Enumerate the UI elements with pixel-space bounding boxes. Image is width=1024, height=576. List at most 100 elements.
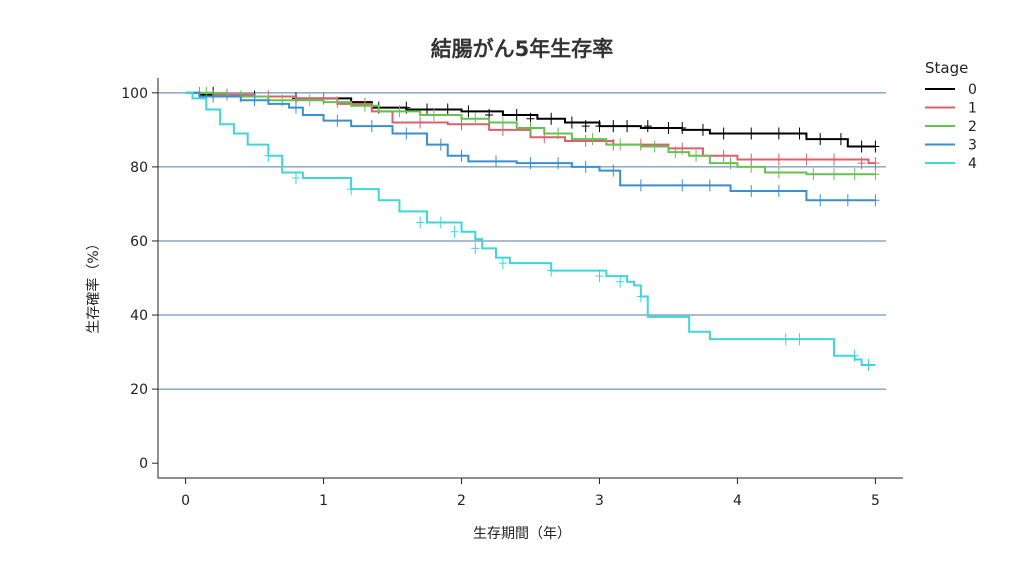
y-axis-label: 生存確率（%） xyxy=(85,236,102,333)
censor-mark-stage-4 xyxy=(864,359,873,372)
y-tick-label: 0 xyxy=(139,456,148,472)
x-tick-label: 0 xyxy=(181,493,190,509)
censor-mark-stage-0 xyxy=(664,122,673,134)
censor-mark-stage-2 xyxy=(871,168,880,181)
censor-mark-stage-1 xyxy=(871,157,880,170)
censor-mark-stage-0 xyxy=(836,133,845,146)
censor-mark-stage-3 xyxy=(705,179,714,192)
x-axis-label: 生存期間（年） xyxy=(473,526,571,542)
censor-mark-stage-2 xyxy=(471,112,480,125)
censor-mark-stage-4 xyxy=(595,270,604,283)
censor-mark-stage-2 xyxy=(774,166,783,179)
censor-mark-stage-4 xyxy=(436,216,445,229)
censor-mark-stage-1 xyxy=(719,149,728,162)
censor-mark-stage-4 xyxy=(450,225,459,238)
censor-mark-stage-3 xyxy=(843,194,852,207)
censor-mark-stage-3 xyxy=(774,184,783,197)
censor-mark-stage-4 xyxy=(291,172,300,184)
censor-mark-stage-0 xyxy=(567,116,576,129)
censor-mark-stage-3 xyxy=(747,184,756,197)
censor-mark-stage-2 xyxy=(671,146,680,159)
censor-mark-stage-3 xyxy=(554,157,563,170)
censor-mark-stage-0 xyxy=(595,120,604,133)
censor-mark-stage-0 xyxy=(443,103,452,116)
censor-mark-stage-3 xyxy=(367,120,376,133)
censor-mark-stage-0 xyxy=(747,127,756,140)
series-lines xyxy=(185,86,880,372)
legend-label-stage-2: 2 xyxy=(968,119,977,135)
censor-mark-stage-2 xyxy=(650,140,659,153)
censor-mark-stage-0 xyxy=(423,103,432,116)
censor-mark-stage-4 xyxy=(616,275,625,288)
x-tick-label: 3 xyxy=(595,493,604,509)
censor-mark-stage-2 xyxy=(747,160,756,173)
censor-mark-stage-4 xyxy=(416,216,425,229)
legend-label-stage-0: 0 xyxy=(968,82,977,98)
series-stage-3 xyxy=(185,90,880,207)
censor-mark-stage-3 xyxy=(609,164,618,177)
series-line-stage-3 xyxy=(185,91,876,202)
censor-mark-stage-2 xyxy=(830,168,839,181)
censor-mark-stage-0 xyxy=(719,127,728,140)
censor-mark-stage-3 xyxy=(678,179,687,192)
censor-mark-stage-1 xyxy=(774,153,783,166)
y-ticks: 0 20 40 60 80 100 xyxy=(121,86,158,472)
x-tick-label: 4 xyxy=(733,493,742,509)
censor-mark-stage-3 xyxy=(871,194,880,207)
censor-mark-stage-1 xyxy=(830,153,839,166)
legend: Stage 0 1 2 3 4 xyxy=(925,59,977,172)
censor-mark-stage-3 xyxy=(526,157,535,170)
censor-mark-stage-3 xyxy=(250,94,259,107)
censor-mark-stage-4 xyxy=(264,149,273,162)
legend-label-stage-3: 3 xyxy=(968,138,977,154)
y-tick-label: 40 xyxy=(130,308,148,324)
censor-mark-stage-3 xyxy=(402,127,411,140)
series-line-stage-4 xyxy=(185,91,876,367)
axes xyxy=(157,78,903,479)
censor-mark-stage-2 xyxy=(429,109,438,122)
censor-mark-stage-1 xyxy=(857,157,866,170)
censor-mark-stage-0 xyxy=(464,105,473,118)
y-tick-label: 80 xyxy=(130,160,148,176)
censor-mark-stage-0 xyxy=(774,127,783,140)
censor-mark-stage-3 xyxy=(457,149,466,162)
censor-mark-stage-4 xyxy=(547,264,556,277)
censor-mark-stage-0 xyxy=(581,120,590,133)
x-tick-label: 2 xyxy=(457,493,466,509)
censor-mark-stage-2 xyxy=(498,116,507,129)
censor-mark-stage-2 xyxy=(395,105,404,118)
legend-label-stage-4: 4 xyxy=(968,156,977,172)
censor-mark-stage-2 xyxy=(305,94,314,107)
censor-mark-stage-0 xyxy=(678,122,687,134)
censor-mark-stage-1 xyxy=(457,118,466,131)
censor-mark-stage-2 xyxy=(726,157,735,170)
x-tick-label: 5 xyxy=(871,493,880,509)
censor-mark-stage-3 xyxy=(291,101,300,114)
censor-mark-stage-3 xyxy=(333,114,342,127)
series-stage-4 xyxy=(185,91,876,372)
censor-mark-stage-0 xyxy=(816,133,825,146)
censor-mark-stage-4 xyxy=(636,290,645,303)
censor-mark-stage-0 xyxy=(795,127,804,140)
censor-mark-stage-4 xyxy=(498,257,507,270)
censor-mark-stage-0 xyxy=(547,112,556,125)
censor-mark-stage-0 xyxy=(857,140,866,153)
censor-mark-stage-4 xyxy=(471,242,480,255)
censor-mark-stage-4 xyxy=(347,183,356,196)
censor-mark-stage-4 xyxy=(850,349,859,362)
censor-mark-stage-4 xyxy=(781,333,790,346)
censor-mark-stage-3 xyxy=(492,155,501,168)
censor-mark-stage-3 xyxy=(581,160,590,173)
x-ticks: 0 1 2 3 4 5 xyxy=(181,478,880,509)
censor-mark-stage-2 xyxy=(692,149,701,162)
censor-mark-stage-1 xyxy=(802,153,811,166)
censor-mark-stage-0 xyxy=(871,140,880,153)
censor-mark-stage-1 xyxy=(581,134,590,147)
censor-mark-stage-0 xyxy=(698,123,707,136)
censor-mark-stage-0 xyxy=(512,109,521,122)
censor-mark-stage-0 xyxy=(643,120,652,133)
censor-mark-stage-2 xyxy=(554,127,563,140)
gridlines xyxy=(158,92,886,390)
censor-mark-stage-2 xyxy=(850,168,859,181)
